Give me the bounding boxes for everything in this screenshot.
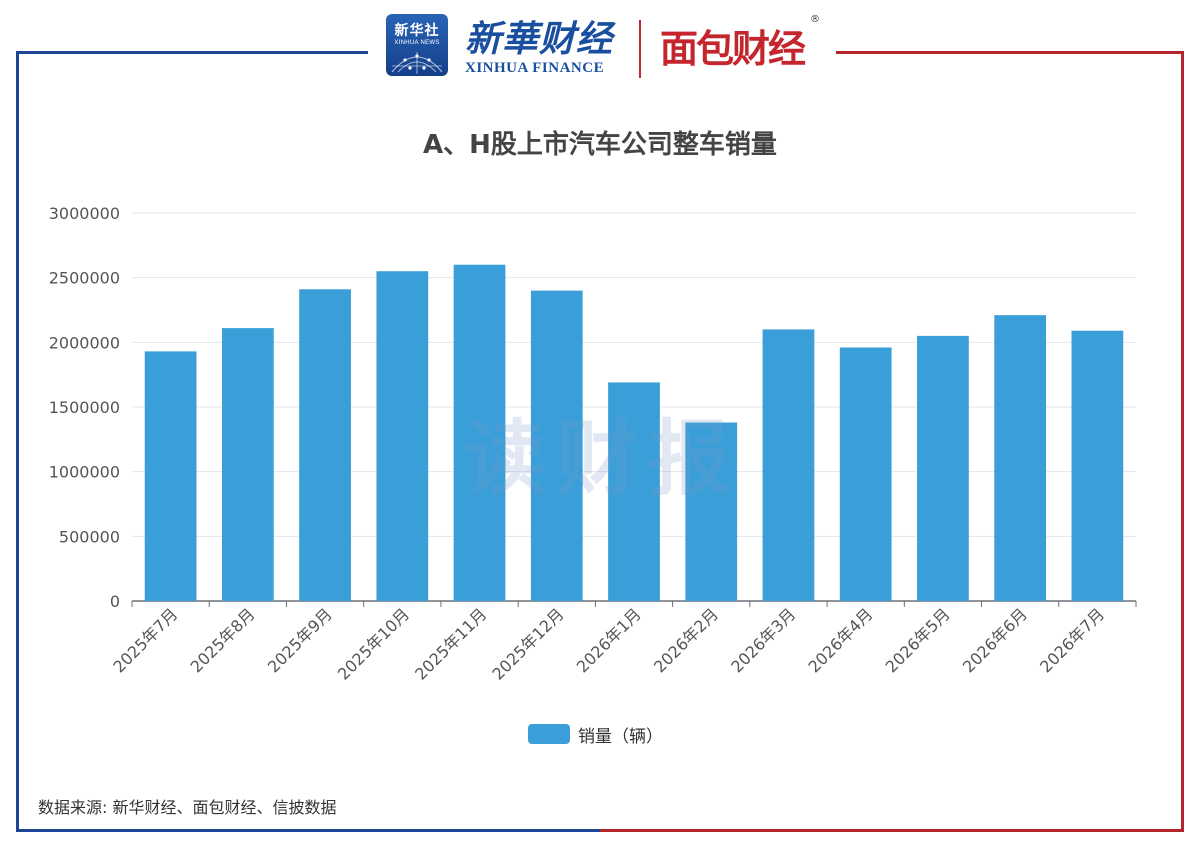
bar (530, 290, 583, 601)
xinhua-logo-en-text: XINHUA NEWS (394, 40, 440, 46)
bar (917, 335, 969, 601)
x-tick-label: 2025年9月 (264, 604, 336, 676)
bar (762, 329, 815, 601)
x-tick-label: 2025年12月 (488, 604, 567, 683)
bar (221, 328, 274, 601)
x-tick-label: 2026年1月 (573, 604, 645, 676)
frame-right-line (1181, 51, 1184, 832)
y-tick-label: 0 (110, 592, 120, 611)
y-tick-label: 2000000 (49, 333, 120, 352)
bar (376, 271, 429, 601)
y-tick-label: 1500000 (49, 398, 120, 417)
frame-top-right-line (836, 51, 1184, 54)
bar (1071, 330, 1124, 601)
bar (299, 289, 351, 601)
y-tick-label: 3000000 (49, 204, 120, 223)
bar (685, 422, 738, 601)
x-tick-label: 2026年6月 (959, 604, 1031, 676)
mianbao-finance-logo: 面包财经 ® (660, 14, 820, 74)
chart-title: A、H股上市汽车公司整车销量 (423, 130, 777, 160)
legend-label: 销量（辆） (578, 726, 663, 747)
x-tick-label: 2025年10月 (334, 604, 413, 683)
xinhua-finance-en-text: XINHUA FINANCE (465, 60, 605, 76)
bar (608, 382, 660, 601)
x-tick-label: 2025年8月 (187, 604, 259, 676)
x-tick-label: 2026年4月 (804, 604, 876, 676)
data-source-note: 数据来源: 新华财经、面包财经、信披数据 (38, 798, 337, 817)
frame-top-left-line (16, 51, 368, 54)
registered-mark: ® (810, 14, 820, 25)
xinhua-finance-cn-text: 新華财经 (465, 18, 614, 60)
frame-bottom-line (16, 829, 1184, 832)
x-tick-label: 2026年2月 (650, 604, 722, 676)
x-tick-label: 2026年3月 (727, 604, 799, 676)
xinhua-logo-cn-text: 新华社 (394, 23, 440, 39)
y-tick-label: 2500000 (49, 269, 120, 288)
y-tick-label: 1000000 (49, 463, 120, 482)
frame-left-line (16, 51, 19, 832)
x-tick-label: 2025年7月 (109, 604, 181, 676)
globe-network-icon (391, 52, 443, 74)
bar (839, 347, 892, 601)
x-tick-label: 2025年11月 (411, 604, 490, 683)
bar (453, 264, 506, 601)
logo-divider (639, 20, 641, 78)
xinhua-finance-logo: 新華财经 XINHUA FINANCE (459, 10, 619, 80)
mianbao-logo-text: 面包财经 (660, 27, 806, 71)
y-tick-label: 500000 (59, 527, 120, 546)
watermark: 读财报 (463, 412, 740, 507)
bar (994, 315, 1047, 601)
bar (144, 351, 197, 601)
xinhua-news-logo: 新华社 XINHUA NEWS (386, 14, 448, 76)
x-tick-label: 2026年5月 (882, 604, 954, 676)
x-tick-label: 2026年7月 (1036, 604, 1108, 676)
legend-swatch (528, 724, 570, 744)
chart-legend[interactable]: 销量（辆） (528, 722, 663, 747)
